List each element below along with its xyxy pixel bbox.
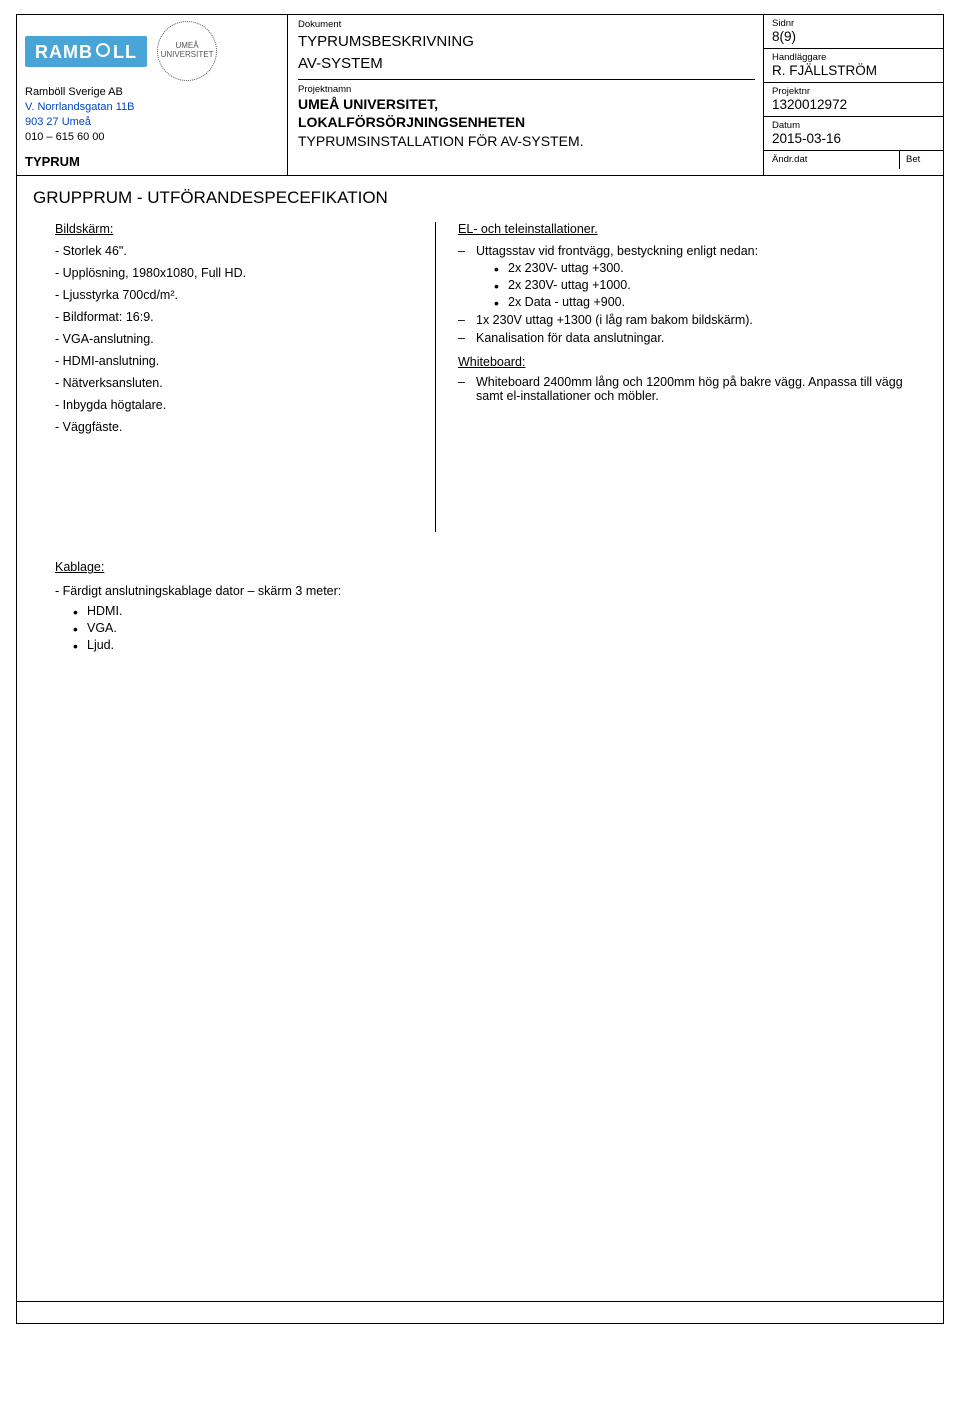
list-item: HDMI-anslutning. bbox=[55, 354, 435, 368]
kablage-intro: - Färdigt anslutningskablage dator – skä… bbox=[55, 584, 435, 598]
body: GRUPPRUM - UTFÖRANDESPECEFIKATION Bildsk… bbox=[17, 176, 943, 1301]
kablage-heading: Kablage: bbox=[55, 560, 435, 574]
sidnr-label: Sidnr bbox=[772, 18, 935, 29]
bildskarm-heading: Bildskärm: bbox=[55, 222, 435, 236]
header: RAMBLL UMEÅ UNIVERSITET Ramböll Sverige … bbox=[17, 15, 943, 176]
whiteboard-heading: Whiteboard: bbox=[458, 355, 927, 369]
projektnamn-label: Projektnamn bbox=[298, 84, 755, 95]
list-item: Väggfäste. bbox=[55, 420, 435, 434]
header-mid: Dokument TYPRUMSBESKRIVNING AV-SYSTEM Pr… bbox=[287, 15, 763, 175]
footer-bar bbox=[17, 1301, 943, 1323]
doc-title-l1: TYPRUMSBESKRIVNING bbox=[298, 32, 755, 52]
list-item: Bildformat: 16:9. bbox=[55, 310, 435, 324]
handlaggare-value: R. FJÄLLSTRÖM bbox=[772, 63, 935, 78]
umu-seal-icon: UMEÅ UNIVERSITET bbox=[157, 21, 217, 81]
proj-l2: LOKALFÖRSÖRJNINGSENHETEN bbox=[298, 113, 755, 131]
el-heading: EL- och teleinstallationer. bbox=[458, 222, 927, 236]
bullet-item: 2x 230V- uttag +1000. bbox=[494, 278, 927, 292]
header-left: RAMBLL UMEÅ UNIVERSITET Ramböll Sverige … bbox=[17, 15, 287, 175]
company-addr2: 903 27 Umeå bbox=[25, 115, 279, 130]
list-item: Storlek 46". bbox=[55, 244, 435, 258]
whiteboard-list: Whiteboard 2400mm lång och 1200mm hög på… bbox=[458, 375, 927, 403]
dash1-text: Uttagsstav vid frontvägg, bestyckning en… bbox=[476, 244, 758, 258]
list-item: Kanalisation för data anslutningar. bbox=[458, 331, 927, 345]
handlaggare-label: Handläggare bbox=[772, 52, 935, 63]
kablage-block: Kablage: - Färdigt anslutningskablage da… bbox=[55, 560, 435, 652]
list-item: Ljusstyrka 700cd/m². bbox=[55, 288, 435, 302]
list-item: VGA-anslutning. bbox=[55, 332, 435, 346]
bullet-item: 2x Data - uttag +900. bbox=[494, 295, 927, 309]
list-item: Inbygda högtalare. bbox=[55, 398, 435, 412]
list-item: Upplösning, 1980x1080, Full HD. bbox=[55, 266, 435, 280]
company-block: Ramböll Sverige AB V. Norrlandsgatan 11B… bbox=[25, 85, 279, 144]
left-column: Bildskärm: Storlek 46". Upplösning, 1980… bbox=[55, 222, 435, 532]
header-right: Sidnr 8(9) Handläggare R. FJÄLLSTRÖM Pro… bbox=[763, 15, 943, 175]
company-addr1: V. Norrlandsgatan 11B bbox=[25, 100, 279, 115]
bullet-item: HDMI. bbox=[73, 604, 435, 618]
datum-value: 2015-03-16 bbox=[772, 131, 935, 146]
list-item: Nätverksansluten. bbox=[55, 376, 435, 390]
list-item: Uttagsstav vid frontvägg, bestyckning en… bbox=[458, 244, 927, 309]
bildskarm-list: Storlek 46". Upplösning, 1980x1080, Full… bbox=[55, 244, 435, 434]
bullet-item: VGA. bbox=[73, 621, 435, 635]
el-bullets: 2x 230V- uttag +300. 2x 230V- uttag +100… bbox=[476, 261, 927, 309]
el-list: Uttagsstav vid frontvägg, bestyckning en… bbox=[458, 244, 927, 345]
company-phone: 010 – 615 60 00 bbox=[25, 130, 279, 145]
right-column: EL- och teleinstallationer. Uttagsstav v… bbox=[436, 222, 927, 532]
ramboll-logo: RAMBLL bbox=[25, 36, 147, 67]
typrum-label: TYPRUM bbox=[25, 154, 279, 169]
sidnr-value: 8(9) bbox=[772, 29, 935, 44]
dokument-label: Dokument bbox=[298, 19, 755, 30]
projektnr-label: Projektnr bbox=[772, 86, 935, 97]
proj-l1: UMEÅ UNIVERSITET, bbox=[298, 95, 755, 113]
list-item: Whiteboard 2400mm lång och 1200mm hög på… bbox=[458, 375, 927, 403]
doc-title-l2: AV-SYSTEM bbox=[298, 54, 755, 74]
company-name: Ramböll Sverige AB bbox=[25, 85, 279, 100]
kablage-list: HDMI. VGA. Ljud. bbox=[55, 604, 435, 652]
datum-label: Datum bbox=[772, 120, 935, 131]
andrdat-label: Ändr.dat bbox=[772, 154, 891, 165]
section-title: GRUPPRUM - UTFÖRANDESPECEFIKATION bbox=[33, 188, 927, 208]
bullet-item: Ljud. bbox=[73, 638, 435, 652]
projektnr-value: 1320012972 bbox=[772, 97, 935, 112]
bet-label: Bet bbox=[906, 154, 937, 165]
bullet-item: 2x 230V- uttag +300. bbox=[494, 261, 927, 275]
proj-l3: TYPRUMSINSTALLATION FÖR AV-SYSTEM. bbox=[298, 132, 755, 150]
list-item: 1x 230V uttag +1300 (i låg ram bakom bil… bbox=[458, 313, 927, 327]
